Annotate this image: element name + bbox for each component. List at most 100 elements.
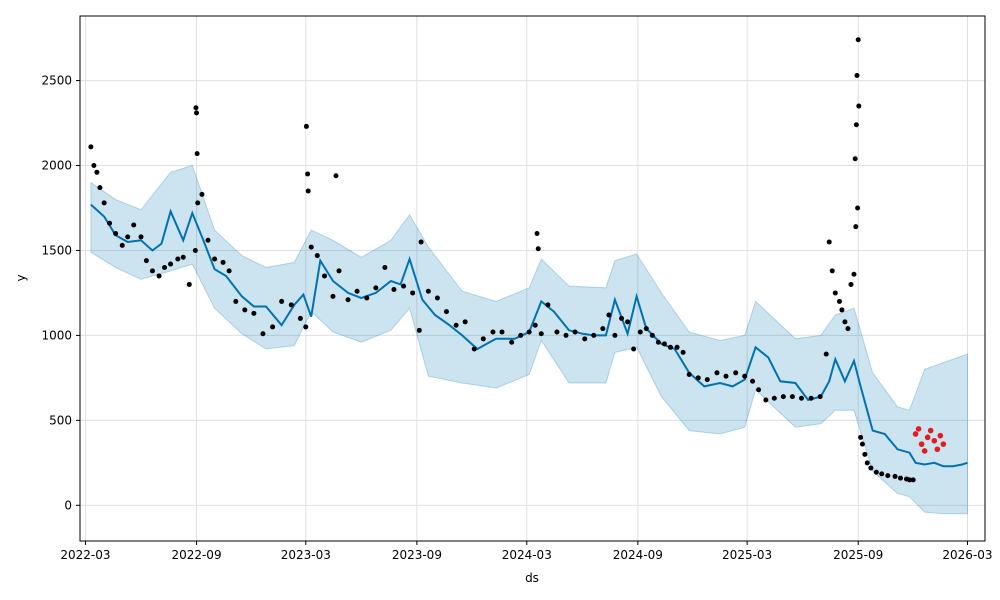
history-point [864,460,870,466]
y-tick-label: 1500 [41,243,72,257]
history-point [892,473,898,479]
plot-frame [79,15,986,542]
history-point [345,297,351,303]
history-outlier-point [303,123,309,129]
y-axis-label: y [14,274,28,281]
history-point [829,268,835,274]
history-point [480,336,486,342]
history-point [373,285,379,291]
history-point [859,441,865,447]
history-point [305,188,311,194]
y-axis-ticks: 0 500 1000 1500 2000 2500 [41,74,80,512]
history-point [817,394,823,400]
test-point [918,441,925,447]
history-point [845,326,851,332]
x-tick-label: 2024-03 [502,548,552,562]
y-tick-label: 2500 [41,74,72,88]
y-tick-label: 0 [64,498,72,512]
history-point [879,471,885,477]
x-tick-label: 2024-09 [613,548,663,562]
history-point [591,332,597,338]
history-point [667,344,673,350]
x-axis-ticks: 2022-03 2022-09 2023-03 2023-09 2024-03 2024-… [60,541,993,562]
history-point [233,298,239,304]
history-point [862,451,868,457]
history-point [907,477,913,483]
history-point [600,326,606,332]
history-point [364,295,370,301]
history-outlier-point [854,72,860,78]
history-outlier-point [194,110,200,116]
history-point [226,268,232,274]
history-point [91,163,97,169]
history-point [823,351,829,357]
history-point [674,344,680,350]
history-outlier-point [305,171,311,177]
history-point [425,288,431,294]
history-outlier-point [853,122,859,128]
history-point [680,349,686,355]
history-point [538,331,544,337]
history-point [131,222,137,228]
x-tick-label: 2026-03 [942,548,992,562]
history-point [832,290,838,296]
history-point [836,298,842,304]
history-point [858,434,864,440]
history-point [490,329,496,335]
history-outlier-point [193,105,199,111]
history-point [612,332,618,338]
history-point [186,281,192,287]
history-point [499,329,505,335]
test-point [912,431,919,437]
history-point [303,324,309,330]
x-tick-label: 2022-03 [60,548,110,562]
history-point [88,144,94,150]
x-tick-label: 2023-09 [392,548,442,562]
history-point [354,288,360,294]
history-point [518,332,524,338]
history-point [509,339,515,345]
history-point [855,205,861,211]
history-point [649,332,655,338]
history-point [97,185,103,191]
history-point [780,394,786,400]
y-tick-label: 500 [49,413,72,427]
history-point [723,373,729,379]
history-point [453,322,459,328]
x-axis-label: ds [525,571,539,585]
history-point [910,477,916,483]
history-point [119,242,125,248]
history-point [853,224,859,230]
history-point [401,283,407,289]
uncertainty-band [90,164,968,515]
test-point [937,432,944,439]
history-point [242,307,248,313]
history-point [330,293,336,299]
test-point [934,446,941,453]
history-point [260,331,266,337]
history-point [686,371,692,377]
history-outlier-point [194,151,200,157]
history-point [314,253,320,259]
history-point [885,473,891,479]
history-point [582,336,588,342]
history-point [873,469,879,475]
x-tick-label: 2025-09 [833,548,883,562]
history-point [382,264,388,270]
x-tick-label: 2023-03 [281,548,331,562]
history-point [526,329,532,335]
history-point [138,234,144,240]
history-point [643,326,649,332]
history-point [771,395,777,401]
history-point [471,346,477,352]
history-point [416,327,422,333]
history-point [410,290,416,296]
history-point [143,258,149,264]
history-point [808,395,814,401]
history-point [631,346,637,352]
y-tick-label: 1000 [41,328,72,342]
history-point [763,397,769,403]
history-point [868,465,874,471]
history-outlier-point [535,246,541,252]
